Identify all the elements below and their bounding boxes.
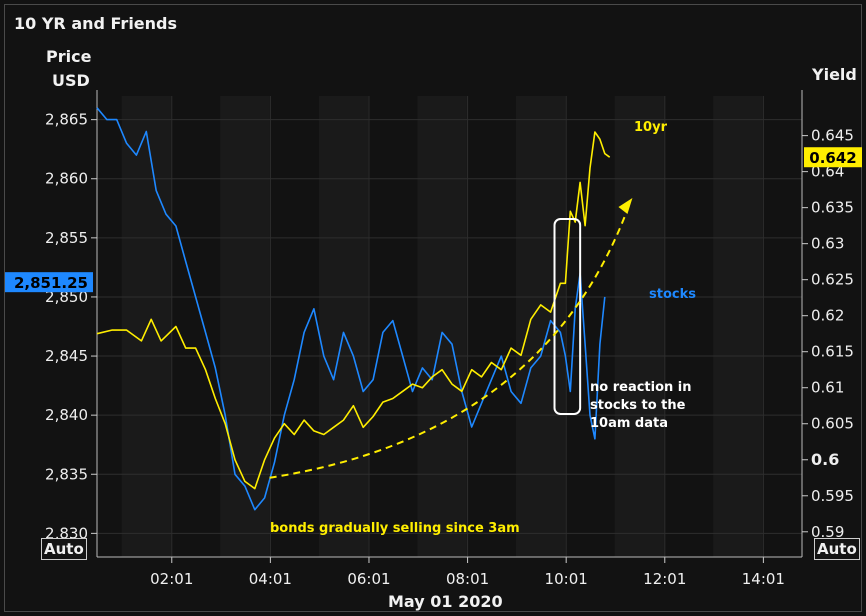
annotation-no-reaction-line: 10am data bbox=[590, 416, 668, 431]
y-right-tick-label: 0.625 bbox=[811, 271, 854, 289]
yield-last-value-text: 0.642 bbox=[809, 149, 856, 167]
annotation-no-reaction-line: no reaction in bbox=[590, 380, 692, 395]
time-band bbox=[516, 96, 566, 557]
time-band bbox=[318, 96, 369, 557]
y-right-tick-label: 0.615 bbox=[811, 343, 854, 361]
y-right-tick-label: 0.59 bbox=[811, 523, 844, 541]
y-right-tick-label: 0.645 bbox=[811, 127, 854, 145]
y-right-tick-label: 0.63 bbox=[811, 235, 844, 253]
left-axis-title-price: Price bbox=[46, 47, 92, 66]
time-band bbox=[713, 96, 763, 557]
x-tick-label: 12:01 bbox=[643, 570, 686, 588]
x-tick-label: 08:01 bbox=[446, 570, 489, 588]
x-tick-label: 06:01 bbox=[347, 570, 390, 588]
x-tick-label: 04:01 bbox=[249, 570, 292, 588]
annotation-stocks: stocks bbox=[649, 287, 696, 302]
stocks-last-value-text: 2,851.25 bbox=[14, 274, 88, 292]
series-line-stocks bbox=[96, 107, 606, 511]
trend-arrow-line bbox=[269, 203, 631, 479]
y-left-tick-label: 2,840 bbox=[45, 406, 88, 424]
y-right-tick-label: 0.62 bbox=[811, 307, 844, 325]
series-line-10yr bbox=[96, 131, 611, 490]
highlight-box bbox=[553, 218, 582, 415]
x-axis-date-label: May 01 2020 bbox=[388, 592, 503, 611]
auto-scale-right-button[interactable]: Auto bbox=[814, 538, 860, 560]
y-left-tick-label: 2,850 bbox=[45, 288, 88, 306]
annotation-bonds-selling: bonds gradually selling since 3am bbox=[270, 521, 520, 536]
x-tick-label: 10:01 bbox=[545, 570, 588, 588]
y-right-tick-label: 0.61 bbox=[811, 379, 844, 397]
y-right-tick-label: 0.595 bbox=[811, 487, 854, 505]
y-left-tick-label: 2,845 bbox=[45, 347, 88, 365]
x-tick-label: 14:01 bbox=[742, 570, 785, 588]
x-tick-label: 02:01 bbox=[150, 570, 193, 588]
y-left-tick-label: 2,835 bbox=[45, 465, 88, 483]
time-band bbox=[417, 96, 467, 557]
stocks-last-value-badge bbox=[5, 272, 93, 293]
chart-title: 10 YR and Friends bbox=[14, 14, 178, 33]
chart-frame bbox=[4, 4, 862, 612]
time-band bbox=[614, 96, 664, 557]
annotation-no-reaction-line: stocks to the bbox=[590, 398, 686, 413]
auto-scale-left-button[interactable]: Auto bbox=[41, 538, 87, 560]
y-right-tick-label: 0.605 bbox=[811, 415, 854, 433]
y-left-tick-label: 2,855 bbox=[45, 229, 88, 247]
left-axis-title-usd: USD bbox=[52, 71, 90, 90]
yield-last-value-badge bbox=[804, 147, 862, 168]
y-left-tick-label: 2,865 bbox=[45, 111, 88, 129]
y-left-tick-label: 2,860 bbox=[45, 170, 88, 188]
y-right-tick-label: 0.635 bbox=[811, 199, 854, 217]
y-right-tick-label: 0.6 bbox=[811, 450, 839, 469]
trend-arrow-head bbox=[618, 198, 633, 215]
annotation-10yr: 10yr bbox=[634, 120, 668, 135]
time-band bbox=[121, 96, 171, 557]
right-axis-title-yield: Yield bbox=[812, 65, 857, 84]
y-left-tick-label: 2,830 bbox=[45, 524, 88, 542]
